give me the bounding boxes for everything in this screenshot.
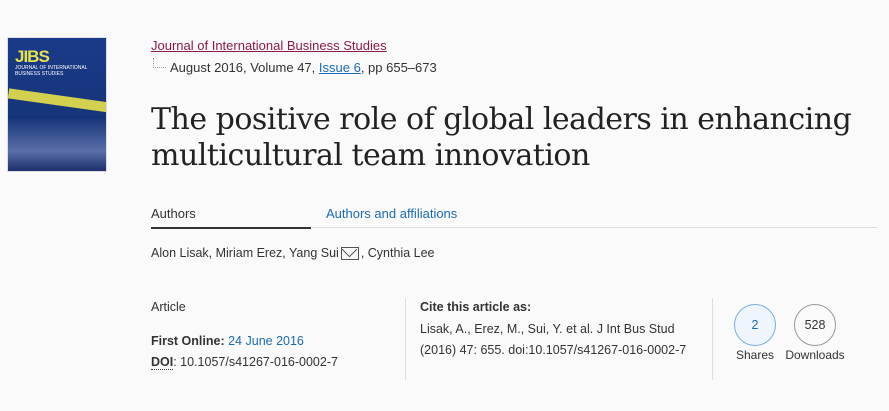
cover-abbrev: JIBS xyxy=(15,47,50,66)
date-volume: August 2016, Volume 47, xyxy=(170,60,319,75)
downloads-count: 528 xyxy=(794,304,836,346)
divider xyxy=(712,298,713,380)
first-online-label: First Online: xyxy=(151,334,225,348)
doi-label: DOI xyxy=(151,355,174,370)
tree-connector xyxy=(153,58,166,68)
doi: DOI: 10.1057/s41267-016-0002-7 xyxy=(151,355,338,370)
first-online-date: 24 June 2016 xyxy=(228,334,304,348)
cover-journal-name: JOURNAL OF INTERNATIONAL BUSINESS STUDIE… xyxy=(15,65,88,77)
doi-value: : 10.1057/s41267-016-0002-7 xyxy=(173,355,338,369)
downloads-label: Downloads xyxy=(785,348,845,362)
issue-link[interactable]: Issue 6 xyxy=(318,60,361,75)
tab-authors-affiliations[interactable]: Authors and affiliations xyxy=(326,206,458,221)
divider xyxy=(405,298,406,380)
authors-text[interactable]: Alon Lisak, Miriam Erez, Yang Sui xyxy=(151,246,339,260)
issue-info: August 2016, Volume 47, Issue 6, pp 655–… xyxy=(170,60,437,75)
citation-text: Lisak, A., Erez, M., Sui, Y. et al. J In… xyxy=(420,322,687,357)
authors-text-rest[interactable]: , Cynthia Lee xyxy=(360,246,435,260)
shares-count[interactable]: 2 xyxy=(734,304,776,346)
journal-cover-image[interactable]: JIBS JOURNAL OF INTERNATIONAL BUSINESS S… xyxy=(7,37,107,172)
cite-heading: Cite this article as: xyxy=(420,300,532,314)
pages: , pp 655–673 xyxy=(360,60,437,75)
email-icon[interactable] xyxy=(340,247,359,261)
journal-link[interactable]: Journal of International Business Studie… xyxy=(151,38,387,53)
tab-authors[interactable]: Authors xyxy=(151,206,311,229)
cover-decoration xyxy=(8,88,106,114)
shares-label: Shares xyxy=(735,348,775,362)
tab-divider xyxy=(151,227,877,228)
article-type: Article xyxy=(151,300,186,314)
article-title: The positive role of global leaders in e… xyxy=(151,102,852,173)
first-online: First Online: 24 June 2016 xyxy=(151,334,304,348)
author-list: Alon Lisak, Miriam Erez, Yang Sui , Cynth… xyxy=(151,246,435,261)
